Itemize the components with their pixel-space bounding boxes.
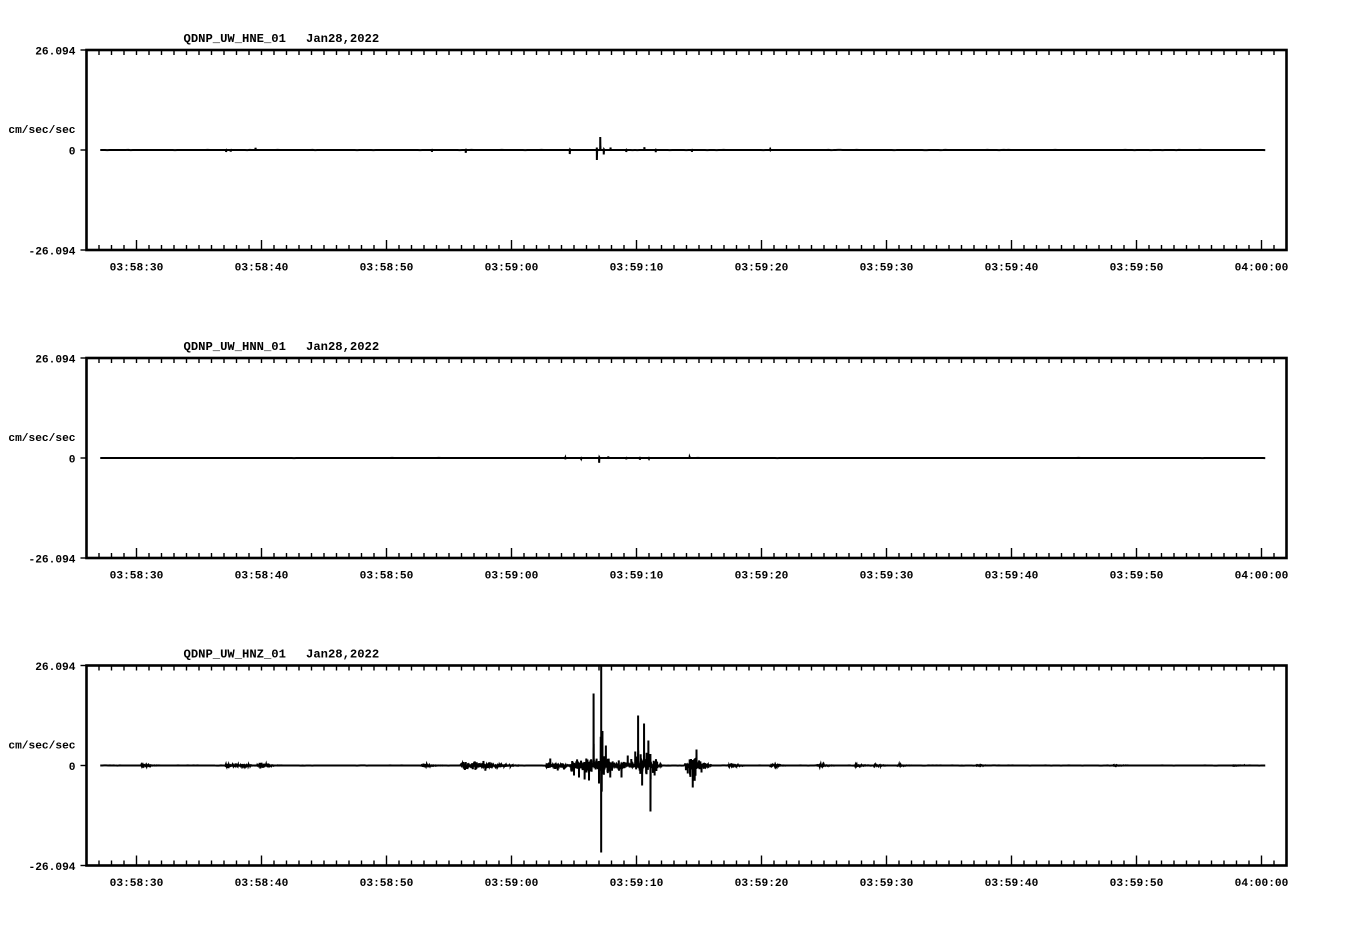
svg-text:cm/sec/sec: cm/sec/sec (8, 125, 75, 137)
svg-text:03:58:40: 03:58:40 (235, 571, 289, 583)
svg-text:03:58:50: 03:58:50 (360, 878, 414, 890)
svg-text:03:59:10: 03:59:10 (610, 878, 664, 890)
svg-text:QDNP_UW_HNE_01: QDNP_UW_HNE_01 (184, 32, 286, 46)
svg-text:03:58:50: 03:58:50 (360, 263, 414, 275)
svg-text:03:58:40: 03:58:40 (235, 878, 289, 890)
svg-text:03:58:40: 03:58:40 (235, 263, 289, 275)
svg-text:26.094: 26.094 (35, 47, 76, 59)
svg-text:-26.094: -26.094 (29, 555, 76, 567)
svg-text:03:59:20: 03:59:20 (735, 571, 789, 583)
svg-text:03:59:40: 03:59:40 (985, 571, 1039, 583)
svg-text:03:59:30: 03:59:30 (860, 878, 914, 890)
svg-text:03:59:00: 03:59:00 (485, 263, 539, 275)
svg-text:-26.094: -26.094 (29, 862, 76, 874)
svg-text:04:00:00: 04:00:00 (1235, 571, 1289, 583)
svg-text:03:59:20: 03:59:20 (735, 263, 789, 275)
svg-text:QDNP_UW_HNZ_01: QDNP_UW_HNZ_01 (184, 648, 286, 662)
svg-text:03:58:50: 03:58:50 (360, 571, 414, 583)
svg-text:03:58:30: 03:58:30 (110, 571, 164, 583)
svg-text:Jan28,2022: Jan28,2022 (306, 32, 379, 46)
svg-text:03:59:30: 03:59:30 (860, 571, 914, 583)
svg-text:0: 0 (69, 147, 76, 159)
svg-text:03:59:00: 03:59:00 (485, 878, 539, 890)
svg-text:03:59:50: 03:59:50 (1110, 571, 1164, 583)
svg-text:26.094: 26.094 (35, 355, 76, 367)
svg-text:03:59:50: 03:59:50 (1110, 878, 1164, 890)
svg-text:03:59:40: 03:59:40 (985, 878, 1039, 890)
svg-text:-26.094: -26.094 (29, 247, 76, 259)
svg-text:03:59:20: 03:59:20 (735, 878, 789, 890)
svg-text:0: 0 (69, 762, 76, 774)
svg-text:Jan28,2022: Jan28,2022 (306, 340, 379, 354)
svg-text:03:58:30: 03:58:30 (110, 263, 164, 275)
svg-text:04:00:00: 04:00:00 (1235, 878, 1289, 890)
svg-text:03:59:50: 03:59:50 (1110, 263, 1164, 275)
svg-text:03:58:30: 03:58:30 (110, 878, 164, 890)
svg-text:03:59:30: 03:59:30 (860, 263, 914, 275)
svg-text:cm/sec/sec: cm/sec/sec (8, 741, 75, 753)
svg-text:0: 0 (69, 455, 76, 467)
svg-text:04:00:00: 04:00:00 (1235, 263, 1289, 275)
svg-text:26.094: 26.094 (35, 662, 76, 674)
svg-text:03:59:40: 03:59:40 (985, 263, 1039, 275)
svg-text:cm/sec/sec: cm/sec/sec (8, 433, 75, 445)
svg-text:Jan28,2022: Jan28,2022 (306, 648, 379, 662)
svg-text:03:59:10: 03:59:10 (610, 263, 664, 275)
svg-text:03:59:00: 03:59:00 (485, 571, 539, 583)
svg-text:03:59:10: 03:59:10 (610, 571, 664, 583)
svg-text:QDNP_UW_HNN_01: QDNP_UW_HNN_01 (184, 340, 286, 354)
